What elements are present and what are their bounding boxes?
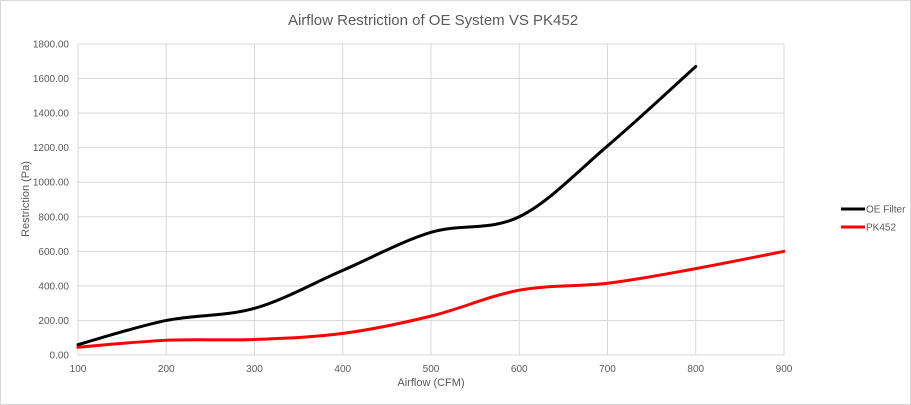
y-tick-label: 1600.00 [33, 74, 70, 85]
y-tick-label: 400.00 [38, 281, 69, 292]
y-tick-label: 800.00 [38, 212, 69, 223]
y-tick-label: 1200.00 [33, 143, 70, 154]
series-line-oe-filter [76, 64, 698, 347]
x-tick-label: 300 [246, 364, 263, 375]
x-tick-label: 600 [511, 364, 528, 375]
y-tick-label: 600.00 [38, 247, 69, 258]
y-tick-label: 1800.00 [33, 40, 70, 51]
y-axis-label: Restriction (Pa) [20, 161, 32, 237]
grid [77, 43, 785, 356]
y-tick-label: 200.00 [38, 316, 69, 327]
x-tick-label: 700 [599, 364, 616, 375]
y-tick-label: 1000.00 [33, 178, 70, 189]
x-tick-label: 500 [423, 364, 440, 375]
x-tick-label: 900 [776, 364, 793, 375]
x-tick-label: 400 [334, 364, 351, 375]
y-tick-label: 0.00 [50, 351, 70, 362]
series-line-pk452 [76, 249, 786, 349]
legend: OE Filter PK452 [841, 205, 906, 234]
y-tick-label: 1400.00 [33, 109, 70, 120]
legend-label-pk452: PK452 [866, 223, 896, 234]
x-tick-label: 100 [70, 364, 87, 375]
plot-area [76, 64, 786, 349]
x-axis-ticks: 100 200 300 400 500 600 700 800 900 [70, 364, 793, 375]
x-tick-label: 200 [158, 364, 175, 375]
chart-title: Airflow Restriction of OE System VS PK45… [288, 12, 578, 29]
x-tick-label: 800 [687, 364, 704, 375]
x-axis-label: Airflow (CFM) [397, 377, 464, 389]
legend-label-oe-filter: OE Filter [866, 205, 906, 216]
y-axis-ticks: 0.00 200.00 400.00 600.00 800.00 1000.00 1200.… [33, 40, 70, 362]
